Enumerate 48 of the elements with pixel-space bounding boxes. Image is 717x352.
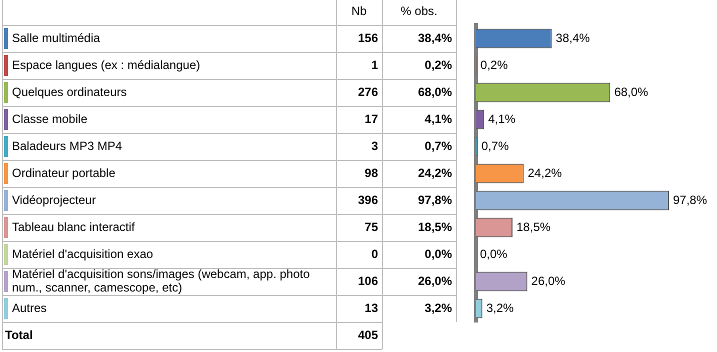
text: 24,2% [528,166,562,180]
y-tick-label: Baladeurs MP3 MP4 [12,138,122,153]
y-tick-label: Classe mobile [12,112,88,126]
data-label: 0,2% [424,58,452,72]
data-label: 97,8% [418,192,452,207]
y-tick-label: Quelques ordinateurs [12,84,127,99]
data-label: 0,7% [424,138,452,153]
text: 156 [358,30,378,45]
text: 38,4% [556,30,590,45]
text: 0,7% [481,138,509,153]
data-label: 68,0% [418,84,452,99]
data-label: 26,0% [418,274,452,288]
y-tick-label: Autres [12,300,47,315]
y-tick-label: Espace langues (ex : médialangue) [12,58,200,72]
text: 4,1% [488,112,516,126]
text: 3 [371,138,378,153]
y-tick-label: Matériel d'acquisition exao [12,246,154,261]
text: % obs. [400,4,438,18]
text: Total [5,328,33,342]
data-label: 4,1% [424,112,452,126]
text: 75 [364,220,378,234]
text: 3,2% [486,300,514,315]
text: 68,0% [614,84,648,99]
text: 0,2% [480,58,508,72]
text: 106 [358,274,378,288]
y-tick-label: Matériel d'acquisition sons/images (webcam, app. photo num., scanner, camescope, etc) [12,267,310,294]
text: 18,5% [516,220,551,234]
text: 13 [364,300,378,315]
text: 0,0% [480,246,508,261]
text: 1 [371,58,378,72]
text: 97,8% [673,192,708,207]
y-tick-label: Tableau blanc interactif [12,220,136,234]
data-label: 18,5% [418,220,452,234]
text: 17 [364,112,378,126]
text: 26,0% [531,274,566,288]
text: 405 [358,328,378,342]
text: 0 [371,246,378,261]
text: 98 [364,166,378,180]
text: 276 [358,84,378,99]
data-label: 0,0% [424,246,452,261]
data-label: 3,2% [424,300,452,315]
text: Nb [351,4,367,18]
y-tick-label: Salle multimédia [12,30,100,45]
y-tick-label: Vidéoprojecteur [12,192,96,207]
text: 396 [358,192,378,207]
data-label: 38,4% [418,30,452,45]
data-label: 24,2% [418,166,452,180]
y-tick-label: Ordinateur portable [12,166,116,180]
